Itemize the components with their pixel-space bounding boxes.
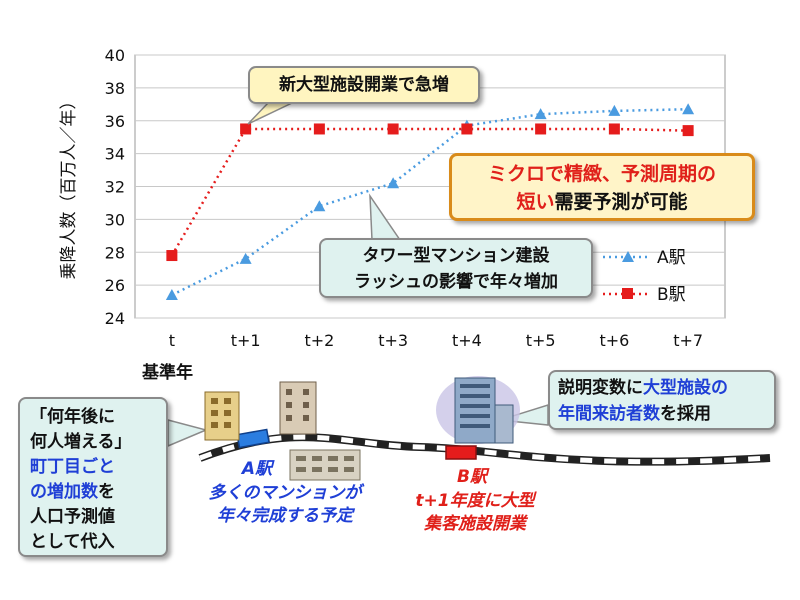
- left-callout-tail: [167, 419, 209, 448]
- point-b: [387, 123, 399, 135]
- population-line-3: 町丁目ごと: [30, 457, 115, 477]
- legend-marker-a: [622, 251, 634, 262]
- point-b: [682, 125, 694, 137]
- y-tick-label: 28: [105, 243, 125, 262]
- station-a-label: A駅: [241, 459, 273, 479]
- y-tick-label: 38: [105, 79, 125, 98]
- population-line-2: 何人増える」: [30, 432, 132, 452]
- y-tick-label: 30: [105, 210, 125, 229]
- x-tick-label: t+5: [526, 331, 556, 350]
- micro-forecast-rest: 需要予測が可能: [554, 191, 688, 213]
- variable-line-1: 説明変数に大型施設の: [558, 375, 774, 401]
- point-b: [461, 123, 473, 135]
- station-a-note-2: 年々完成する予定: [217, 506, 353, 526]
- y-tick-label: 34: [105, 145, 125, 164]
- y-tick-label: 32: [105, 178, 125, 197]
- railway: [198, 433, 771, 466]
- tower-callout: タワー型マンション建設 ラッシュの影響で年々増加: [319, 238, 593, 298]
- x-tick-label: t+3: [378, 331, 408, 350]
- point-b: [608, 123, 620, 135]
- population-line-4-rest: を: [98, 482, 115, 502]
- population-line-4-blue: の増加数: [30, 482, 98, 502]
- legend-marker-b: [622, 288, 633, 299]
- series-layer: [165, 103, 695, 300]
- population-line-4: の増加数を: [30, 480, 166, 505]
- population-callout: 「何年後に 何人増える」 町丁目ごと の増加数を 人口予測値 として代入: [18, 397, 168, 557]
- station-b-note-1: t+1年度に大型: [415, 491, 535, 511]
- micro-forecast-callout: ミクロで精緻、予測周期の 短い需要予測が可能: [449, 153, 755, 221]
- large-facility-icon: [436, 376, 520, 444]
- x-tick-label: t+7: [673, 331, 703, 350]
- tower-callout-line-2: ラッシュの影響で年々増加: [354, 272, 558, 292]
- legend-label-a: A駅: [657, 248, 686, 268]
- point-b: [166, 250, 178, 262]
- population-line-1: 「何年後に: [30, 407, 115, 427]
- y-tick-label: 36: [105, 112, 125, 131]
- population-line-6: として代入: [30, 532, 115, 552]
- station-a-note: 多くのマンションが 年々完成する予定: [195, 482, 375, 528]
- variable-callout: 説明変数に大型施設の 年間来訪者数を採用: [548, 370, 776, 430]
- point-a: [534, 108, 547, 120]
- tower-callout-line-1: タワー型マンション建設: [362, 246, 550, 266]
- x-tick-label: t+1: [231, 331, 261, 350]
- micro-forecast-line-2: 短い需要予測が可能: [452, 188, 752, 216]
- legend-label-b: B駅: [657, 285, 686, 305]
- station-a-marker: [236, 428, 270, 449]
- surge-callout-text: 新大型施設開業で急増: [279, 75, 449, 95]
- point-a: [165, 288, 178, 300]
- surge-callout: 新大型施設開業で急増: [248, 66, 480, 104]
- legend: A駅 B駅: [603, 248, 686, 305]
- micro-forecast-short: 短い: [516, 191, 555, 213]
- point-a: [682, 103, 695, 115]
- point-a: [239, 252, 252, 264]
- point-a: [387, 177, 400, 189]
- x-tick-label: t+2: [304, 331, 334, 350]
- station-b-note-2: 集客施設開業: [424, 514, 526, 534]
- population-line-5: 人口予測値: [30, 507, 115, 527]
- base-year-label: 基準年: [142, 363, 193, 383]
- point-b: [240, 123, 252, 135]
- y-tick-label: 26: [105, 276, 125, 295]
- series-line-b: [170, 127, 689, 257]
- series-line-a: [171, 107, 689, 297]
- y-axis-label: 乗降人数（百万人／年）: [59, 93, 79, 280]
- variable-line-2: 年間来訪者数を採用: [558, 401, 774, 427]
- variable-line-1b: 大型施設の: [643, 378, 728, 398]
- point-b: [313, 123, 325, 135]
- variable-line-1a: 説明変数に: [558, 378, 643, 398]
- point-a: [608, 104, 621, 116]
- point-b: [535, 123, 547, 135]
- point-a: [313, 200, 326, 212]
- variable-line-2a: 年間来訪者数: [558, 404, 660, 424]
- station-a-note-1: 多くのマンションが: [208, 483, 362, 503]
- x-tick-label: t+6: [599, 331, 629, 350]
- y-tick-label: 40: [105, 46, 125, 65]
- apartment-building-icon: [204, 391, 240, 441]
- micro-forecast-line-1: ミクロで精緻、予測周期の: [487, 163, 716, 185]
- y-tick-label: 24: [105, 309, 125, 328]
- tower-apartment-icon: [279, 381, 317, 435]
- x-tick-label: t: [169, 331, 175, 350]
- x-tick-label: t+4: [452, 331, 482, 350]
- axis-layer: 24 26 28 30 32 34 36 38 40 t t+1 t+2 t+3 t+4 t+5 t+6 t+7: [105, 46, 703, 350]
- station-b-note: t+1年度に大型 集客施設開業: [395, 490, 555, 536]
- low-rise-apartment-icon: [289, 449, 361, 481]
- station-b-marker: [445, 445, 477, 460]
- station-b-label: B駅: [457, 467, 487, 487]
- variable-line-2b: を採用: [660, 404, 711, 424]
